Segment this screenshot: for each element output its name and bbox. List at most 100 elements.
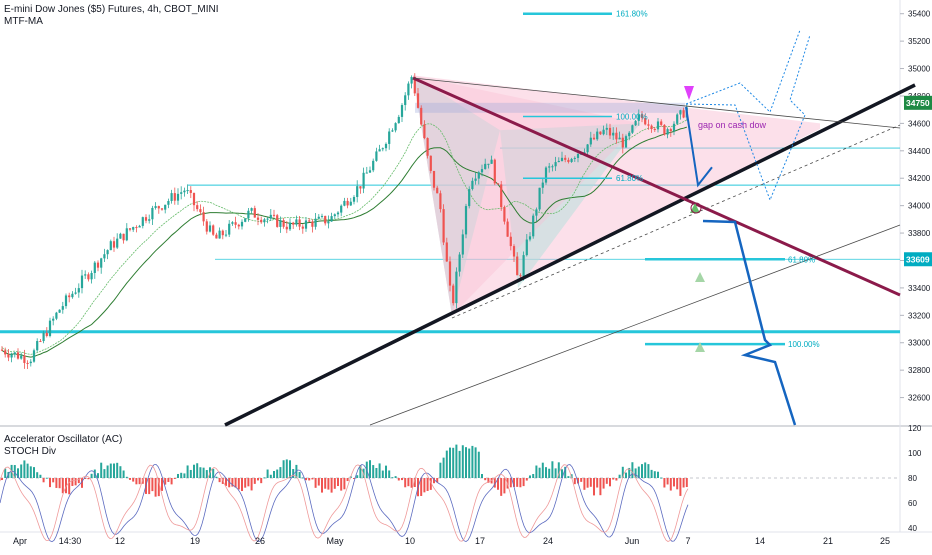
candle-body-112 [359, 186, 362, 189]
candle-body-24 [77, 288, 80, 293]
osc-bar-161 [516, 478, 519, 487]
osc-bar-205 [657, 471, 659, 478]
candle-body-199 [637, 114, 640, 121]
osc-y-tick-label-0: 40 [908, 524, 917, 533]
candle-body-53 [170, 193, 173, 201]
candle-body-10 [32, 350, 36, 362]
osc-bar-192 [615, 478, 618, 481]
candle-body-165 [528, 236, 532, 240]
candle-body-87 [279, 220, 282, 227]
osc-bar-27 [87, 478, 90, 480]
osc-bar-42 [135, 478, 138, 485]
candle-body-134 [429, 155, 432, 171]
osc-bar-89 [285, 459, 288, 478]
osc-bar-202 [647, 464, 650, 478]
osc-bar-165 [529, 475, 531, 478]
osc-bar-142 [455, 444, 458, 478]
osc-bar-77 [247, 478, 250, 487]
osc-bar-133 [426, 478, 429, 491]
x-tick-label-7: 17 [475, 536, 485, 546]
candle-body-30 [96, 262, 100, 268]
indicator-stoch-div[interactable]: STOCH Div [4, 446, 57, 457]
osc-bar-53 [170, 478, 173, 485]
osc-bar-10 [33, 467, 35, 478]
osc-bar-211 [676, 478, 679, 490]
osc-bar-11 [36, 472, 39, 478]
candle-body-139 [445, 242, 448, 262]
candle-body-142 [455, 271, 458, 304]
osc-bar-111 [356, 475, 359, 478]
osc-bar-49 [157, 478, 160, 497]
osc-bar-175 [561, 469, 563, 478]
candle-body-198 [634, 120, 637, 126]
candle-body-114 [365, 172, 368, 174]
candle-body-195 [624, 136, 628, 148]
osc-bar-85 [273, 471, 275, 478]
candle-body-90 [288, 222, 292, 230]
osc-bar-0 [1, 478, 3, 481]
osc-bar-189 [605, 478, 608, 484]
osc-bar-31 [100, 462, 103, 478]
osc-bar-26 [84, 478, 87, 479]
osc-bar-184 [589, 478, 592, 487]
osc-bar-200 [641, 464, 643, 478]
pattern-fill-c [413, 75, 640, 316]
gap-note: gap on cash dow [698, 120, 767, 130]
y-tick-label-10: 34600 [908, 119, 931, 128]
osc-bar-187 [599, 478, 602, 496]
fib-label-1: 100.00% [616, 113, 648, 122]
price-badge-last [904, 95, 932, 110]
trendline-black-thick [224, 83, 916, 427]
osc-bar-74 [237, 478, 240, 490]
osc-bar-210 [673, 478, 675, 487]
candle-body-99 [317, 216, 320, 219]
candle-body-62 [199, 209, 202, 213]
osc-bar-135 [433, 478, 435, 484]
osc-bar-156 [500, 478, 503, 496]
osc-bar-159 [509, 478, 512, 488]
x-tick-label-6: 10 [405, 536, 415, 546]
indicator-ac[interactable]: Accelerator Oscillator (AC) [4, 434, 123, 445]
osc-bar-106 [340, 478, 343, 491]
candle-body-31 [100, 258, 103, 268]
symbol-title[interactable]: E-mini Dow Jones ($5) Futures, 4h, CBOT_… [4, 4, 219, 15]
osc-bar-136 [436, 478, 439, 483]
candle-body-128 [410, 76, 413, 84]
osc-bar-191 [612, 478, 615, 480]
osc-bar-51 [164, 478, 167, 485]
candle-body-202 [647, 124, 650, 126]
osc-bar-19 [61, 478, 64, 494]
candle-body-27 [87, 274, 90, 280]
osc-bar-78 [250, 478, 253, 491]
osc-bar-207 [663, 478, 666, 488]
osc-bar-193 [618, 474, 621, 478]
osc-bar-148 [474, 447, 477, 478]
x-tick-label-5: May [326, 536, 344, 546]
candle-body-122 [391, 130, 394, 132]
candle-body-49 [157, 206, 160, 209]
candle-body-194 [621, 137, 624, 148]
osc-bar-9 [29, 466, 32, 478]
candle-body-85 [272, 214, 276, 216]
candle-body-71 [228, 223, 231, 235]
osc-bar-35 [113, 463, 115, 478]
candle-body-59 [189, 190, 192, 193]
osc-bar-141 [452, 447, 455, 478]
osc-bar-97 [311, 478, 314, 480]
osc-bar-41 [132, 478, 135, 482]
osc-bar-91 [292, 469, 295, 478]
candle-body-35 [112, 241, 116, 248]
indicator-mtf-ma[interactable]: MTF-MA [4, 16, 43, 27]
osc-bar-172 [551, 461, 554, 478]
candle-body-177 [567, 159, 570, 162]
candle-body-125 [400, 105, 404, 117]
candle-body-172 [551, 166, 554, 168]
osc-bar-57 [183, 473, 186, 478]
candle-body-163 [522, 255, 525, 276]
fib-label-3: 61.80% [788, 255, 815, 264]
candle-body-109 [349, 201, 352, 206]
green-up-arrow-2 [695, 272, 705, 282]
osc-bar-214 [685, 478, 688, 488]
osc-bar-56 [180, 472, 183, 478]
